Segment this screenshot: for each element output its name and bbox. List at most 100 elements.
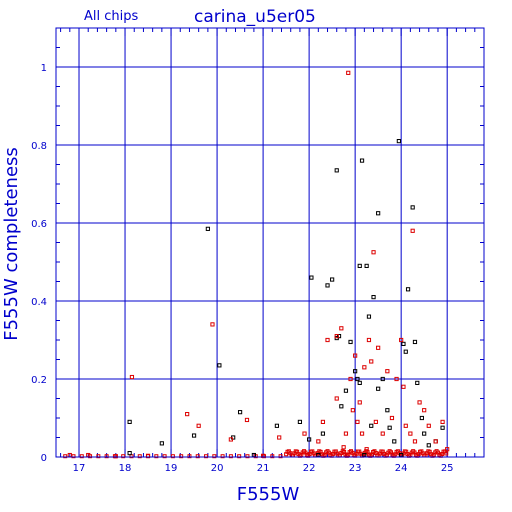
data-points: [67, 70, 450, 459]
scatter-point: [422, 408, 427, 413]
scatter-point: [410, 228, 415, 233]
scatter-point: [357, 380, 362, 385]
scatter-point: [399, 337, 404, 343]
scatter-point: [348, 339, 353, 345]
scatter-point: [387, 425, 392, 430]
scatter-point: [396, 139, 401, 144]
floor-point: [162, 454, 167, 459]
scatter-point: [369, 423, 374, 428]
scatter-point: [316, 439, 321, 444]
x-tick-label: 24: [395, 463, 408, 474]
plot-frame: [55, 27, 485, 458]
floor-point: [204, 454, 209, 459]
scatter-point: [401, 341, 406, 346]
scatter-point: [297, 419, 303, 424]
floor-point: [212, 454, 217, 459]
scatter-point: [376, 386, 381, 391]
y-tick-label: 0.4: [31, 297, 47, 308]
scatter-point: [403, 349, 408, 354]
chart-title: carina_u5er05: [194, 7, 316, 27]
scatter-point: [196, 423, 201, 428]
floor-point: [121, 454, 126, 459]
scatter-point: [385, 408, 390, 413]
floor-point: [170, 454, 175, 459]
scatter-point: [237, 410, 243, 415]
scatter-point: [228, 437, 233, 442]
scatter-point: [334, 168, 339, 173]
scatter-point: [320, 419, 326, 424]
scatter-point: [376, 345, 381, 350]
scatter-point: [210, 322, 215, 327]
scatter-point: [357, 400, 362, 405]
scatter-point: [440, 425, 445, 430]
y-tick-label: 0.6: [31, 219, 47, 230]
floor-point: [220, 454, 225, 459]
scatter-point: [433, 439, 438, 444]
scatter-point: [369, 359, 374, 364]
x-tick-label: 23: [349, 463, 362, 474]
scatter-point: [274, 423, 280, 428]
grid-lines: [56, 28, 484, 457]
scatter-point: [389, 415, 395, 421]
scatter-point: [127, 451, 132, 456]
scatter-point: [412, 339, 418, 345]
scatter-point: [330, 277, 335, 282]
floor-point: [270, 454, 275, 459]
scatter-point: [415, 380, 420, 385]
floor-point: [179, 454, 184, 459]
floor-point: [96, 454, 101, 459]
x-tick-label: 25: [441, 463, 454, 474]
scatter-point: [357, 263, 362, 268]
scatter-point: [353, 369, 358, 374]
x-tick-label: 17: [73, 463, 86, 474]
tick-labels: 17 18 19 20 21 22 23 24 25 0 0.2 0.4 0.6 0.8 1: [31, 63, 453, 474]
scatter-point: [325, 283, 330, 288]
y-tick-label: 0.8: [31, 141, 47, 152]
scatter-point: [405, 287, 411, 292]
scatter-point: [401, 384, 406, 389]
scatter-point: [410, 205, 415, 210]
scatter-point: [302, 431, 307, 436]
floor-point: [444, 451, 449, 456]
scatter-point: [385, 369, 390, 374]
x-tick-label: 21: [257, 463, 270, 474]
x-tick-label: 20: [211, 463, 224, 474]
scatter-point: [339, 326, 344, 331]
scatter-point: [334, 396, 339, 401]
scatter-point: [359, 158, 365, 163]
scatter-point: [371, 295, 376, 300]
scatter-point: [325, 337, 330, 343]
scatter-point: [364, 263, 369, 268]
scatter-point: [346, 70, 351, 75]
scatter-point: [277, 435, 282, 440]
scatter-point: [403, 423, 408, 428]
scatter-point: [185, 412, 190, 417]
scatter-point: [159, 441, 164, 446]
x-tick-label: 22: [303, 463, 316, 474]
scatter-point: [336, 334, 342, 339]
scatter-point: [426, 423, 431, 428]
floor-point: [245, 454, 250, 459]
scatter-point: [217, 363, 222, 368]
scatter-point: [380, 431, 385, 436]
chips-label: All chips: [84, 9, 138, 24]
scatter-point: [394, 376, 399, 382]
scatter-point: [127, 419, 132, 424]
x-axis-label: F555W: [237, 484, 300, 505]
scatter-point: [373, 419, 378, 424]
scatter-point: [205, 226, 210, 231]
scatter-point: [426, 443, 431, 448]
floor-point: [79, 454, 84, 459]
floor-point: [228, 454, 233, 459]
scatter-point: [445, 447, 450, 452]
scatter-point: [376, 211, 381, 216]
scatter-point: [417, 400, 422, 405]
scatter-point: [343, 431, 349, 436]
floor-point: [187, 454, 192, 459]
scatter-point: [419, 415, 424, 421]
scatter-point: [350, 408, 355, 413]
floor-point: [195, 454, 200, 459]
scatter-point: [113, 454, 118, 459]
floor-point: [71, 454, 76, 459]
